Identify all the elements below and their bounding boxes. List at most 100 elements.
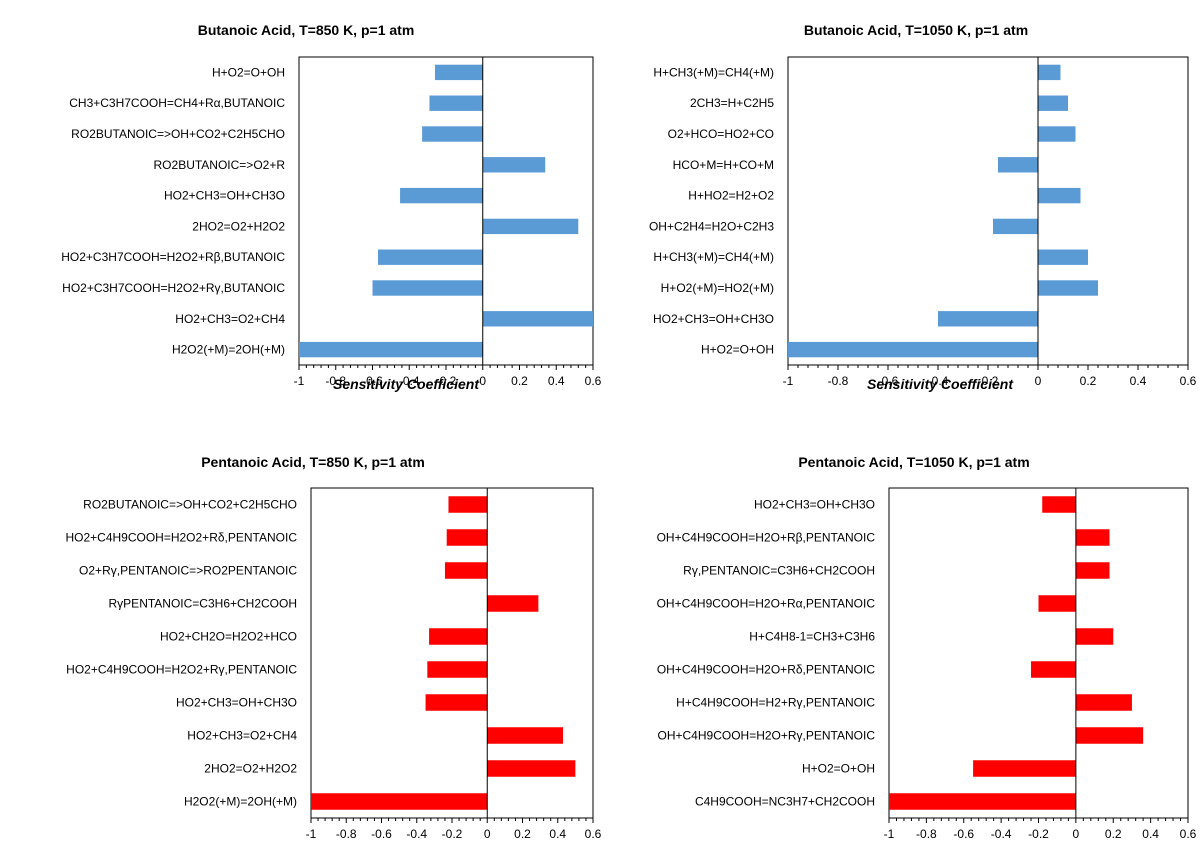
tick-label: -0.2: [1028, 827, 1049, 841]
tick-label: -0.2: [442, 827, 463, 841]
chart-title: Butanoic Acid, T=1050 K, p=1 atm: [804, 22, 1028, 38]
tick-label: 0.4: [548, 374, 565, 388]
tick-label: -0.8: [336, 827, 357, 841]
x-axis-label: Sensitivity Coefficient: [333, 376, 480, 392]
bar: [434, 64, 483, 81]
bar: [1038, 280, 1098, 296]
category-label: RO2BUTANOIC=>OH+CO2+C2H5CHO: [83, 498, 297, 512]
tick-label: 0.6: [585, 827, 602, 841]
category-label: H2O2(+M)=2OH(+M): [184, 795, 297, 809]
category-label: H+HO2=H2+O2: [688, 189, 774, 203]
bar: [1038, 249, 1088, 265]
chart-panel: Butanoic Acid, T=850 K, p=1 atm H+O2=O+OH…: [61, 22, 601, 392]
category-label: H+O2=O+OH: [802, 762, 875, 776]
tick-label: -0.4: [406, 827, 427, 841]
bar: [429, 628, 488, 645]
bar: [487, 760, 576, 777]
tick-label: 0: [1035, 374, 1042, 388]
bar: [1038, 187, 1081, 204]
category-label: OH+C4H9COOH=H2O+Rδ,PENTANOIC: [657, 663, 876, 677]
tick-label: -0.6: [362, 374, 383, 388]
category-label: HO2+CH3=O2+CH4: [187, 729, 297, 743]
category-label: Rγ,PENTANOIC=C3H6+CH2COOH: [683, 564, 875, 578]
chart-title: Butanoic Acid, T=850 K, p=1 atm: [198, 22, 415, 38]
category-label: H+CH3(+M)=CH4(+M): [653, 65, 774, 79]
bar: [372, 280, 483, 296]
tick-label: 0: [484, 827, 491, 841]
category-label: RO2BUTANOIC=>OH+CO2+C2H5CHO: [71, 127, 285, 141]
bar: [1038, 595, 1076, 612]
bar: [1075, 694, 1132, 711]
category-label: RγPENTANOIC=C3H6+CH2COOH: [109, 597, 297, 611]
category-label: HO2+CH3=OH+CH3O: [754, 498, 875, 512]
chart-panel: Butanoic Acid, T=1050 K, p=1 atm H+CH3(+M…: [649, 22, 1197, 392]
bar: [938, 311, 1038, 327]
tick-label: 0.4: [1130, 374, 1147, 388]
bar: [448, 496, 488, 513]
tick-label: 0.2: [514, 827, 531, 841]
bar: [1042, 496, 1076, 513]
bar: [1075, 529, 1110, 546]
tick-label: -1: [294, 374, 305, 388]
tick-label: -1: [783, 374, 794, 388]
category-label: H+O2=O+OH: [701, 343, 774, 357]
tick-label: 0.2: [1080, 374, 1097, 388]
bar: [998, 157, 1038, 173]
tick-label: -0.4: [991, 827, 1012, 841]
tick-label: -0.8: [916, 827, 937, 841]
category-label: OH+C4H9COOH=H2O+Rα,PENTANOIC: [657, 597, 876, 611]
category-label: H+O2(+M)=HO2(+M): [661, 281, 774, 295]
tick-label: 0.4: [549, 827, 566, 841]
tick-label: -0.4: [399, 374, 420, 388]
tick-label: -0.2: [978, 374, 999, 388]
tick-label: -1: [884, 827, 895, 841]
bar: [487, 595, 539, 612]
category-label: HO2+C4H9COOH=H2O2+Rγ,PENTANOIC: [66, 663, 297, 677]
chart-panel: Pentanoic Acid, T=850 K, p=1 atm RO2BUTAN…: [65, 454, 601, 841]
tick-label: 0.6: [585, 374, 602, 388]
category-label: HO2+C3H7COOH=H2O2+Rβ,BUTANOIC: [61, 250, 285, 264]
bar: [482, 311, 593, 327]
bar: [1075, 727, 1144, 744]
tick-label: -0.2: [436, 374, 457, 388]
category-label: HO2+CH2O=H2O2+HCO: [160, 630, 297, 644]
bar: [299, 341, 483, 358]
category-label: HCO+M=H+CO+M: [673, 158, 774, 172]
bar: [378, 249, 483, 265]
bar: [482, 218, 579, 235]
category-label: HO2+CH3=OH+CH3O: [164, 189, 285, 203]
bar: [889, 793, 1076, 810]
category-label: 2HO2=O2+H2O2: [204, 762, 297, 776]
tick-label: -0.8: [828, 374, 849, 388]
category-label: H+CH3(+M)=CH4(+M): [653, 250, 774, 264]
bar: [482, 157, 546, 173]
bar: [1038, 95, 1068, 111]
tick-label: -0.8: [325, 374, 346, 388]
bar: [1031, 661, 1076, 678]
category-label: CH3+C3H7COOH=CH4+Rα,BUTANOIC: [69, 96, 285, 110]
bar: [1038, 64, 1061, 81]
category-label: H2O2(+M)=2OH(+M): [172, 343, 285, 357]
category-label: O2+HCO=HO2+CO: [668, 127, 774, 141]
category-label: C4H9COOH=NC3H7+CH2COOH: [695, 795, 875, 809]
bar: [1038, 126, 1076, 142]
category-label: OH+C4H9COOH=H2O+Rγ,PENTANOIC: [658, 729, 876, 743]
category-label: H+C4H8-1=CH3+C3H6: [749, 630, 875, 644]
bar: [422, 126, 483, 142]
category-label: HO2+C4H9COOH=H2O2+Rδ,PENTANOIC: [65, 531, 297, 545]
bar: [425, 694, 488, 711]
chart-title: Pentanoic Acid, T=850 K, p=1 atm: [201, 454, 425, 470]
bar: [1075, 628, 1114, 645]
tick-label: 0: [1073, 827, 1080, 841]
category-label: 2HO2=O2+H2O2: [192, 219, 285, 233]
bar: [427, 661, 488, 678]
tick-label: 0.2: [1105, 827, 1122, 841]
category-label: HO2+CH3=OH+CH3O: [176, 696, 297, 710]
x-axis-label: Sensitivity Coefficient: [867, 376, 1014, 392]
tick-label: -0.6: [953, 827, 974, 841]
tick-label: 0: [479, 374, 486, 388]
chart-title: Pentanoic Acid, T=1050 K, p=1 atm: [798, 454, 1029, 470]
tick-label: -0.6: [878, 374, 899, 388]
bar: [444, 562, 488, 579]
